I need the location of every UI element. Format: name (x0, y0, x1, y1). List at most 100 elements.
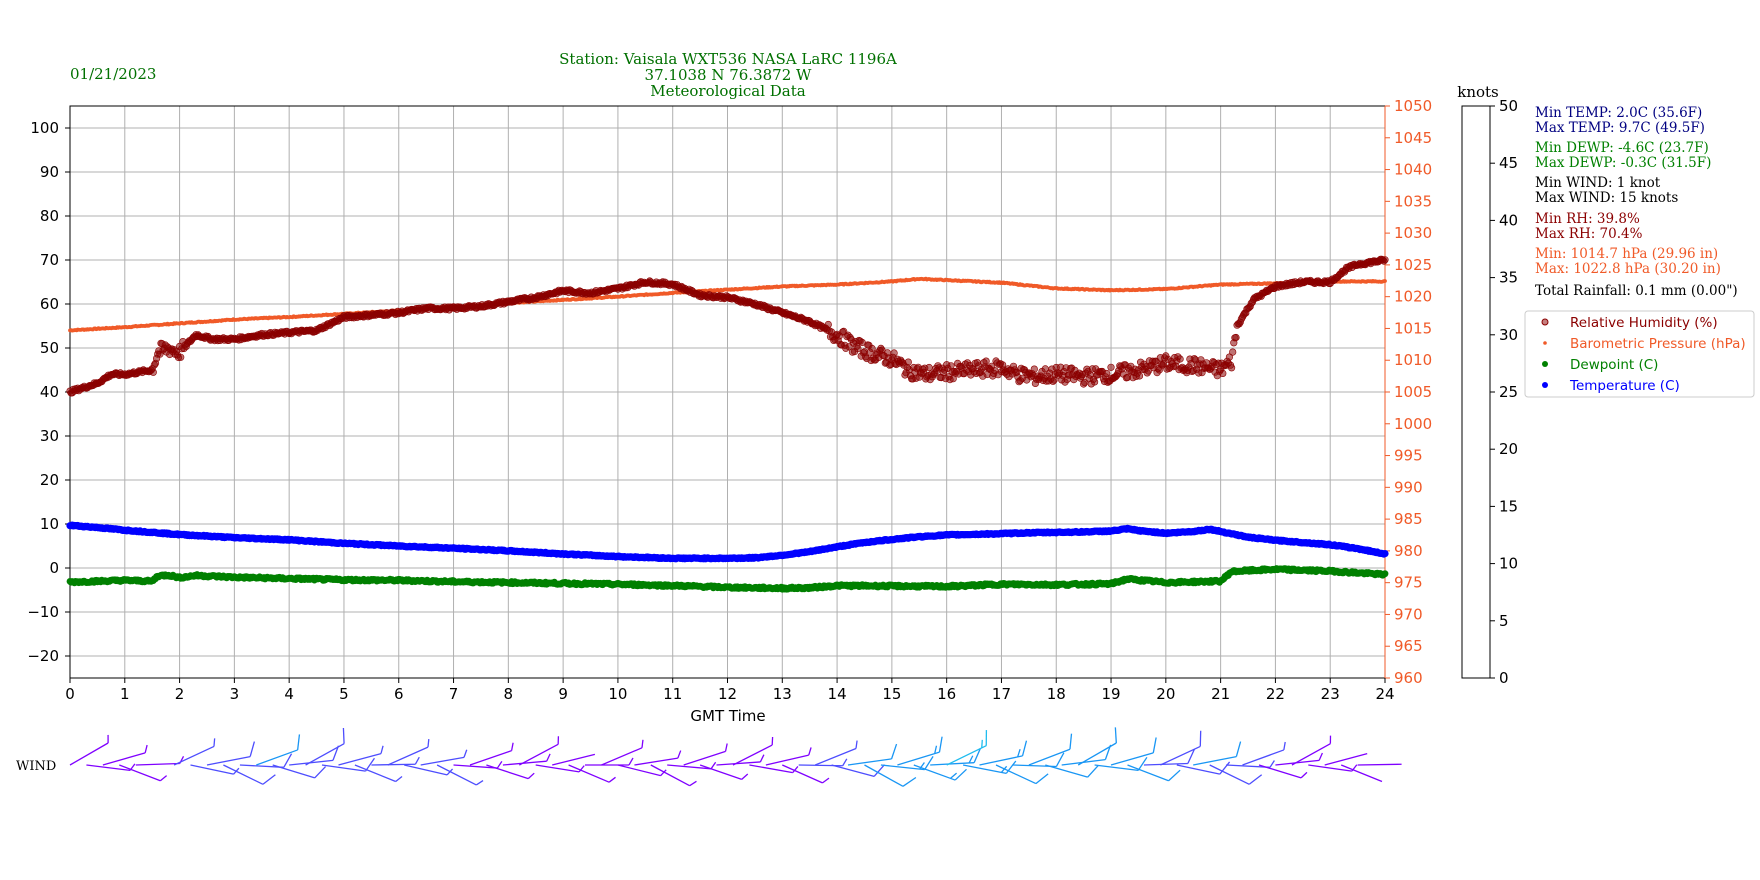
station-title: Station: Vaisala WXT536 NASA LaRC 1196A (559, 50, 897, 68)
left-tick-label: 10 (40, 515, 59, 533)
x-tick-label: 13 (773, 685, 792, 703)
x-tick-label: 19 (1101, 685, 1120, 703)
left-tick-label: 60 (40, 295, 59, 313)
data-point (1135, 372, 1144, 380)
right-tick-label: 1035 (1394, 192, 1432, 210)
wind-barb (102, 744, 148, 766)
right-tick-label: 1050 (1394, 97, 1432, 115)
wind-barb-staff (119, 764, 161, 782)
x-tick-label: 5 (339, 685, 349, 703)
x-tick-label: 6 (394, 685, 404, 703)
data-point (1107, 363, 1115, 371)
x-tick-label: 1 (120, 685, 130, 703)
right-tick-label: 995 (1394, 447, 1423, 465)
right-tick-label: 1010 (1394, 351, 1432, 369)
x-tick-label: 14 (828, 685, 847, 703)
wind-barb-staff (173, 745, 215, 766)
data-point (1030, 365, 1038, 373)
right-tick-label: 1020 (1394, 288, 1432, 306)
wind-barb (86, 763, 136, 772)
wind-barb (173, 738, 216, 766)
left-tick-label: 70 (40, 251, 59, 269)
data-point (1176, 355, 1184, 363)
x-tick-label: 2 (175, 685, 185, 703)
wind-barb-half-flag (144, 744, 148, 754)
data-point (947, 362, 955, 370)
x-tick-label: 4 (284, 685, 294, 703)
wind-barb-staff (135, 762, 180, 766)
x-tick-label: 23 (1321, 685, 1340, 703)
wind-barbs (69, 727, 1402, 787)
data-point (1229, 348, 1237, 356)
wind-barb (69, 734, 109, 766)
data-point (854, 345, 862, 353)
data-point (925, 363, 933, 372)
x-tick-label: 24 (1375, 685, 1394, 703)
left-tick-label: 80 (40, 207, 59, 225)
x-tick-label: 22 (1266, 685, 1285, 703)
x-axis-label: GMT Time (690, 707, 765, 725)
x-tick-label: 20 (1156, 685, 1175, 703)
x-tick-label: 7 (449, 685, 459, 703)
station-coordinates: 37.1038 N 76.3872 W (645, 66, 812, 84)
left-tick-label: 30 (40, 427, 59, 445)
data-point (1103, 369, 1111, 378)
wind-barb-staff (86, 764, 131, 772)
series-layer (66, 255, 1389, 593)
wind-barb-half-flag (213, 738, 216, 747)
data-point (1090, 378, 1099, 386)
left-tick-label: 90 (40, 163, 59, 181)
data-point (1383, 279, 1387, 283)
right-tick-label: 980 (1394, 542, 1423, 560)
right-tick-label: 1045 (1394, 129, 1432, 147)
data-point (177, 353, 185, 361)
series-barometric-pressure-hpa- (68, 276, 1387, 333)
right-tick-label: 960 (1394, 669, 1423, 687)
left-tick-label: 0 (49, 559, 59, 577)
x-tick-label: 18 (1047, 685, 1066, 703)
right-tick-label: 1000 (1394, 415, 1432, 433)
x-axis: 0 1 2 3 4 5 6 7 8 9 10 11 12 13 14 15 16 17 18 19 20 21 22 23 24 (65, 678, 1395, 703)
left-tick-label: 20 (40, 471, 59, 489)
x-tick-label: 17 (992, 685, 1011, 703)
right-tick-label: 965 (1394, 637, 1423, 655)
right-tick-label: 975 (1394, 574, 1423, 592)
x-tick-label: 8 (504, 685, 514, 703)
x-tick-label: 9 (558, 685, 568, 703)
x-tick-label: 15 (882, 685, 901, 703)
grid-lines (69, 106, 1386, 678)
data-point (904, 358, 912, 366)
series-relative-humidity- (66, 255, 1389, 397)
x-tick-label: 16 (937, 685, 956, 703)
right-tick-label: 1040 (1394, 161, 1432, 179)
wind-barb-staff (223, 764, 264, 785)
right-axis: 9609659709759809859909951000100510101015… (1384, 97, 1432, 687)
data-point (1381, 570, 1389, 578)
data-point (890, 349, 898, 357)
data-point (1227, 364, 1236, 372)
left-tick-label: 40 (40, 383, 59, 401)
data-point (824, 320, 832, 329)
data-point (868, 344, 876, 353)
left-tick-label: 50 (40, 339, 59, 357)
wind-barb (223, 764, 276, 785)
wind-barb-half-flag (159, 775, 168, 782)
right-tick-label: 970 (1394, 605, 1423, 623)
x-tick-label: 21 (1211, 685, 1230, 703)
chart-title: Meteorological Data (650, 82, 806, 100)
data-point (1381, 550, 1389, 558)
right-tick-label: 1025 (1394, 256, 1432, 274)
date-label: 01/21/2023 (70, 65, 156, 83)
wind-barb-half-flag (107, 734, 109, 744)
x-tick-label: 12 (718, 685, 737, 703)
right-tick-label: 1005 (1394, 383, 1432, 401)
data-point (1381, 256, 1389, 264)
x-tick-label: 3 (230, 685, 240, 703)
wind-barb-staff (206, 755, 251, 766)
data-point (1219, 369, 1227, 378)
right-tick-label: 985 (1394, 510, 1423, 528)
data-point (1232, 333, 1240, 342)
x-tick-label: 0 (65, 685, 75, 703)
